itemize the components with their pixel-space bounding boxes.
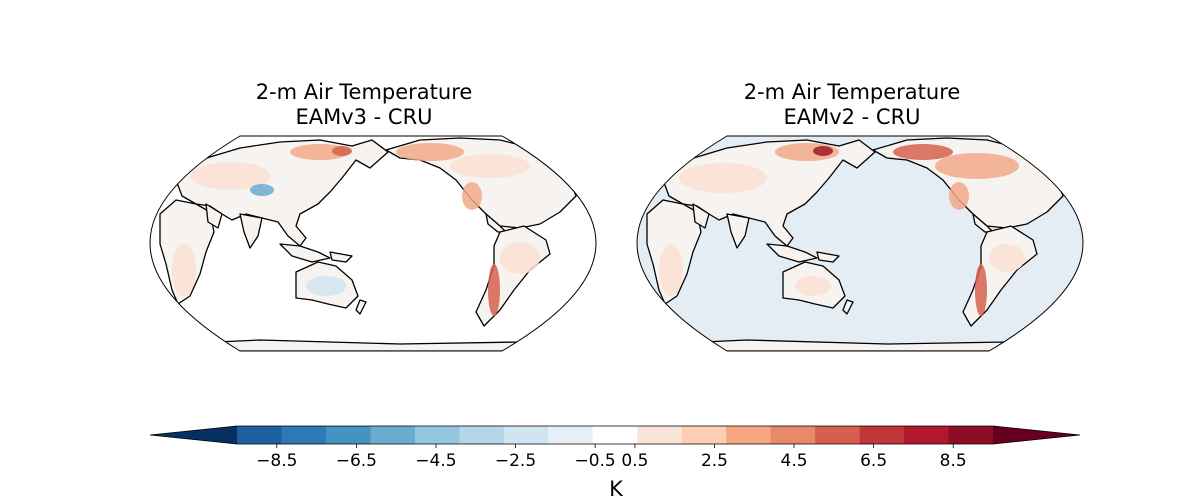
indonesia-islands — [279, 243, 331, 263]
colorbar-segment — [815, 426, 861, 444]
colorbar-tick-label: 0.5 — [621, 451, 648, 471]
colorbar-tick-label: 4.5 — [781, 451, 808, 471]
colorbar-tick-label: −4.5 — [415, 451, 456, 471]
colorbar-extend-max — [993, 426, 1080, 444]
colorbar-segment — [637, 426, 683, 444]
andes-warm-patch — [975, 264, 987, 316]
colorbar-segment — [770, 426, 816, 444]
colorbar-outline — [149, 425, 1081, 445]
colorbar-segment — [859, 426, 905, 444]
colorbar-extend-min — [150, 426, 237, 444]
andes-warm-patch — [488, 264, 500, 316]
colorbar-tick-label: −0.5 — [574, 451, 615, 471]
australia-cool-patch — [306, 276, 346, 296]
asia-warm-patch — [190, 162, 270, 190]
north-america-west-patch — [462, 182, 482, 210]
india-landmass — [726, 213, 750, 249]
colorbar-segment — [503, 426, 549, 444]
africa-warm-patch — [172, 244, 196, 296]
left-title-line1: 2-m Air Temperature — [255, 80, 473, 104]
colorbar-tick-label: 6.5 — [860, 451, 887, 471]
india-landmass — [239, 213, 263, 249]
alaska-warm-patch — [396, 143, 464, 161]
colorbar-segment — [281, 426, 327, 444]
colorbar-segment — [592, 426, 638, 444]
colorbar-tick-label: 8.5 — [940, 451, 967, 471]
arabia-landmass — [205, 203, 223, 229]
left-map-title: 2-m Air Temperature EAMv3 - CRU — [144, 80, 584, 130]
right-title-line1: 2-m Air Temperature — [743, 80, 961, 104]
colorbar-segment — [904, 426, 950, 444]
colorbar-segment — [726, 426, 772, 444]
colorbar-label: K — [609, 477, 624, 500]
new-guinea — [329, 251, 353, 263]
australia-warm-patch — [795, 276, 831, 296]
tibet-cool-patch — [250, 184, 274, 196]
colorbar-segment — [370, 426, 416, 444]
colorbar-tick-label: −6.5 — [336, 451, 377, 471]
south-america-warm-patch — [500, 242, 540, 274]
left-map-border — [149, 135, 597, 352]
colorbar-segment — [414, 426, 460, 444]
south-america-warm-patch — [989, 244, 1025, 272]
right-map-title: 2-m Air Temperature EAMv2 - CRU — [632, 80, 1072, 130]
asia-warm-patch — [679, 163, 767, 193]
east-siberia-max-patch — [332, 146, 352, 156]
colorbar-tick-label: −8.5 — [256, 451, 297, 471]
colorbar-tick-label: 2.5 — [701, 451, 728, 471]
right-title-line2: EAMv2 - CRU — [783, 105, 921, 129]
africa-warm-patch — [659, 244, 683, 296]
colorbar-segment — [548, 426, 594, 444]
new-zealand — [355, 299, 367, 315]
colorbar-segment — [948, 426, 994, 444]
left-title-line2: EAMv3 - CRU — [295, 105, 433, 129]
right-map — [636, 135, 1084, 352]
canada-warm-patch — [450, 154, 530, 178]
new-zealand — [842, 299, 854, 315]
new-guinea — [816, 251, 840, 263]
colorbar-tick-label: −2.5 — [495, 451, 536, 471]
arabia-landmass — [692, 203, 710, 229]
left-map — [149, 135, 597, 352]
colorbar-segment — [325, 426, 371, 444]
colorbar-segment — [681, 426, 727, 444]
east-siberia-max-patch — [813, 146, 833, 156]
left-anomaly-patches — [172, 143, 540, 316]
right-anomaly-patches — [659, 143, 1025, 316]
right-map-border — [636, 135, 1084, 352]
indonesia-islands — [766, 243, 818, 263]
north-america-landmass — [872, 137, 1064, 229]
north-america-west-patch — [949, 182, 969, 210]
canada-warm-patch — [935, 153, 1019, 179]
colorbar-segment — [237, 426, 282, 444]
colorbar: −8.5 −6.5 −4.5 −2.5 −0.5 0.5 2.5 4.5 6.5 8.5 — [149, 425, 1081, 471]
alaska-warm-patch — [893, 144, 953, 160]
colorbar-segment — [459, 426, 505, 444]
